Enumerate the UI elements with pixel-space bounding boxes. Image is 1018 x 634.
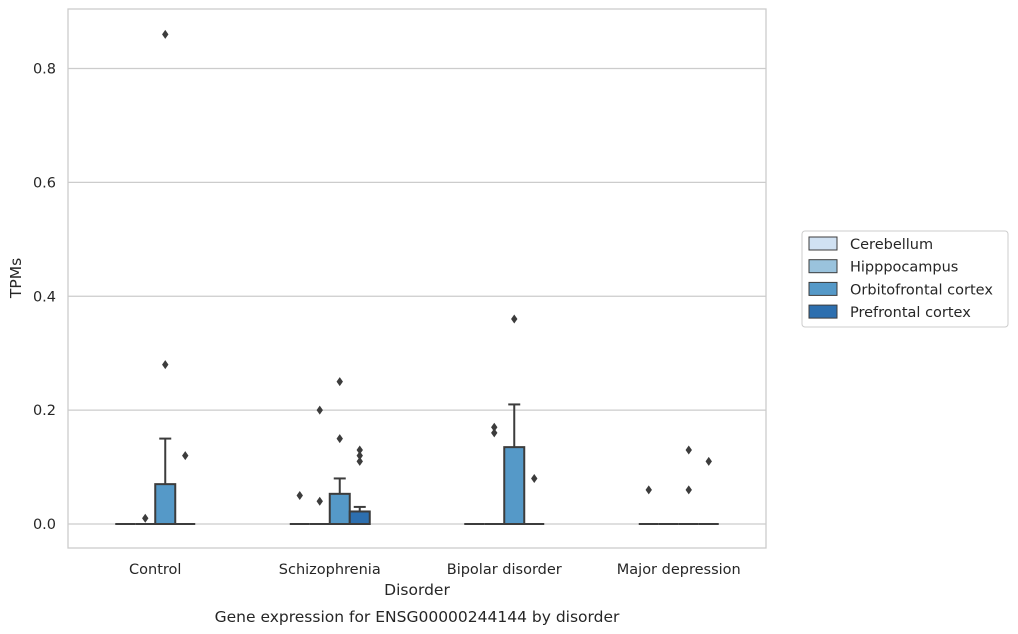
- x-tick-label: Bipolar disorder: [447, 562, 562, 578]
- box-orbitofrontal-cortex: [328, 492, 351, 525]
- outlier-point: [705, 456, 712, 466]
- outlier-point: [356, 451, 363, 461]
- legend-swatch: [808, 281, 838, 296]
- legend-label: Prefrontal cortex: [850, 305, 971, 321]
- y-tick-label: 0.2: [33, 403, 56, 419]
- marks-layer: [115, 29, 719, 526]
- outlier-point: [142, 513, 149, 523]
- outlier-point: [296, 491, 303, 501]
- legend-label: Hipppocampus: [850, 260, 958, 276]
- legend: Cerebellum Hipppocampus Orbitofrontal cort…: [801, 230, 1009, 328]
- grid-layer: [68, 67, 766, 525]
- y-tick-label: 0.4: [33, 289, 56, 305]
- legend-label: Orbitofrontal cortex: [850, 282, 993, 298]
- legend-frame: [801, 230, 1009, 328]
- box-orbitofrontal-cortex: [503, 446, 526, 525]
- x-ticks: Control Schizophrenia Bipolar disorder Majo…: [129, 562, 741, 578]
- y-tick-label: 0.6: [33, 175, 56, 191]
- y-tick-label: 0.0: [33, 517, 56, 533]
- outlier-point: [162, 360, 169, 370]
- chart-caption: Gene expression for ENSG00000244144 by d…: [215, 608, 620, 626]
- x-axis-label: Disorder: [384, 581, 450, 599]
- box-orbitofrontal-cortex: [154, 483, 177, 525]
- outlier-point: [336, 377, 343, 387]
- x-tick-label: Major depression: [617, 562, 741, 578]
- y-tick-label: 0.8: [33, 62, 56, 78]
- y-axis-label: TPMs: [7, 258, 25, 299]
- outlier-point: [182, 451, 189, 461]
- box-prefrontal-cortex: [348, 510, 371, 526]
- outlier-point: [356, 456, 363, 466]
- legend-swatch: [808, 236, 838, 251]
- outlier-point: [336, 434, 343, 444]
- outlier-point: [685, 485, 692, 495]
- outlier-point: [531, 473, 538, 483]
- legend-swatch: [808, 259, 838, 274]
- legend-swatch: [808, 304, 838, 319]
- outlier-point: [316, 496, 323, 506]
- outlier-point: [162, 29, 169, 39]
- outlier-point: [685, 445, 692, 455]
- outlier-point: [491, 428, 498, 438]
- outlier-point: [491, 422, 498, 432]
- legend-label: Cerebellum: [850, 237, 933, 253]
- x-tick-label: Schizophrenia: [279, 562, 381, 578]
- outlier-point: [645, 485, 652, 495]
- outlier-point: [316, 405, 323, 415]
- plot-area-frame: [67, 8, 767, 549]
- outlier-point: [356, 445, 363, 455]
- x-tick-label: Control: [129, 562, 181, 578]
- y-ticks: 0.0 0.2 0.4 0.6 0.8: [33, 62, 56, 534]
- outlier-point: [511, 314, 518, 324]
